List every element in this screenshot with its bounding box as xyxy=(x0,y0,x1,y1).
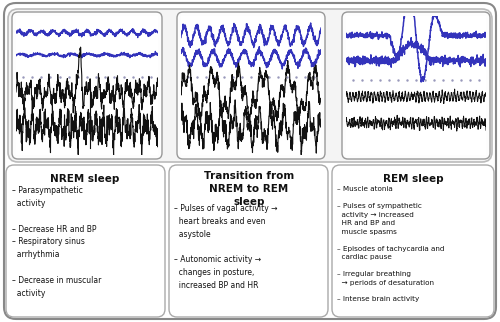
FancyBboxPatch shape xyxy=(12,12,162,159)
FancyBboxPatch shape xyxy=(6,165,165,317)
FancyBboxPatch shape xyxy=(342,12,490,159)
Text: – Muscle atonia

– Pulses of sympathetic
  activity → increased
  HR and BP and
: – Muscle atonia – Pulses of sympathetic … xyxy=(337,186,444,302)
Text: NREM sleep: NREM sleep xyxy=(50,174,119,184)
FancyBboxPatch shape xyxy=(8,9,492,162)
Text: REM sleep: REM sleep xyxy=(382,174,444,184)
Text: Transition from
NREM to REM
sleep: Transition from NREM to REM sleep xyxy=(204,171,294,207)
FancyBboxPatch shape xyxy=(177,12,325,159)
Text: – Pulses of vagal activity →
  heart breaks and even
  asystole

– Autonomic act: – Pulses of vagal activity → heart break… xyxy=(174,204,278,290)
FancyBboxPatch shape xyxy=(4,3,496,319)
Text: – Parasympathetic
  activity

– Decrease HR and BP
– Respiratory sinus
  arrhyth: – Parasympathetic activity – Decrease HR… xyxy=(12,186,102,298)
FancyBboxPatch shape xyxy=(332,165,494,317)
FancyBboxPatch shape xyxy=(169,165,328,317)
